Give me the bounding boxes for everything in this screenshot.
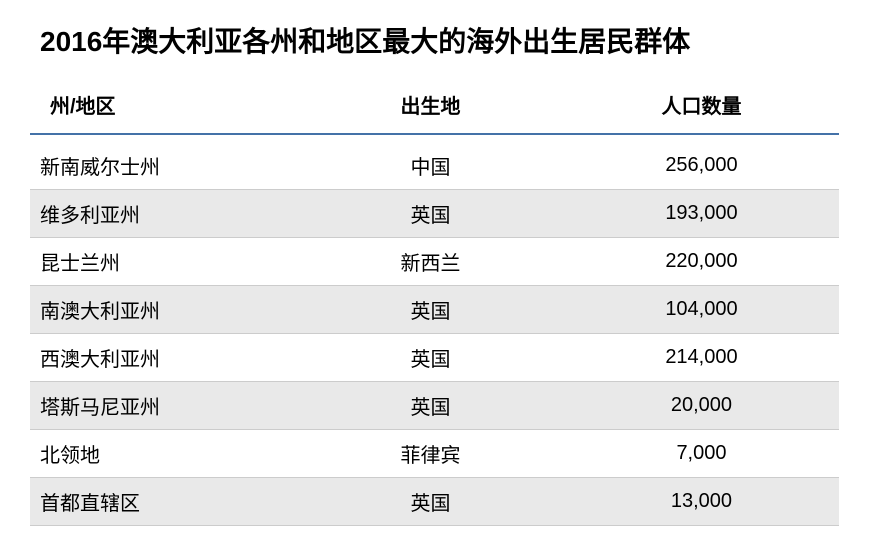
table-title: 2016年澳大利亚各州和地区最大的海外出生居民群体 bbox=[30, 20, 839, 60]
header-birthplace: 出生地 bbox=[297, 80, 564, 134]
cell-birthplace: 英国 bbox=[297, 286, 564, 334]
table-body: 新南威尔士州 中国 256,000 维多利亚州 英国 193,000 昆士兰州 … bbox=[30, 134, 839, 526]
table-header-row: 州/地区 出生地 人口数量 bbox=[30, 80, 839, 134]
cell-state: 南澳大利亚州 bbox=[30, 286, 297, 334]
cell-state: 西澳大利亚州 bbox=[30, 334, 297, 382]
cell-birthplace: 中国 bbox=[297, 134, 564, 190]
cell-population: 256,000 bbox=[564, 134, 839, 190]
cell-state: 昆士兰州 bbox=[30, 238, 297, 286]
cell-birthplace: 英国 bbox=[297, 190, 564, 238]
data-table: 州/地区 出生地 人口数量 新南威尔士州 中国 256,000 维多利亚州 英国… bbox=[30, 80, 839, 526]
cell-birthplace: 英国 bbox=[297, 334, 564, 382]
table-row: 昆士兰州 新西兰 220,000 bbox=[30, 238, 839, 286]
header-state: 州/地区 bbox=[30, 80, 297, 134]
cell-birthplace: 新西兰 bbox=[297, 238, 564, 286]
table-row: 西澳大利亚州 英国 214,000 bbox=[30, 334, 839, 382]
cell-birthplace: 英国 bbox=[297, 382, 564, 430]
cell-state: 首都直辖区 bbox=[30, 478, 297, 526]
cell-birthplace: 菲律宾 bbox=[297, 430, 564, 478]
table-row: 南澳大利亚州 英国 104,000 bbox=[30, 286, 839, 334]
cell-population: 214,000 bbox=[564, 334, 839, 382]
cell-population: 20,000 bbox=[564, 382, 839, 430]
table-row: 北领地 菲律宾 7,000 bbox=[30, 430, 839, 478]
table-row: 首都直辖区 英国 13,000 bbox=[30, 478, 839, 526]
cell-birthplace: 英国 bbox=[297, 478, 564, 526]
cell-state: 新南威尔士州 bbox=[30, 134, 297, 190]
cell-population: 220,000 bbox=[564, 238, 839, 286]
table-row: 塔斯马尼亚州 英国 20,000 bbox=[30, 382, 839, 430]
cell-population: 193,000 bbox=[564, 190, 839, 238]
cell-state: 北领地 bbox=[30, 430, 297, 478]
cell-population: 104,000 bbox=[564, 286, 839, 334]
table-row: 维多利亚州 英国 193,000 bbox=[30, 190, 839, 238]
header-population: 人口数量 bbox=[564, 80, 839, 134]
cell-population: 13,000 bbox=[564, 478, 839, 526]
cell-state: 塔斯马尼亚州 bbox=[30, 382, 297, 430]
cell-population: 7,000 bbox=[564, 430, 839, 478]
table-row: 新南威尔士州 中国 256,000 bbox=[30, 134, 839, 190]
cell-state: 维多利亚州 bbox=[30, 190, 297, 238]
